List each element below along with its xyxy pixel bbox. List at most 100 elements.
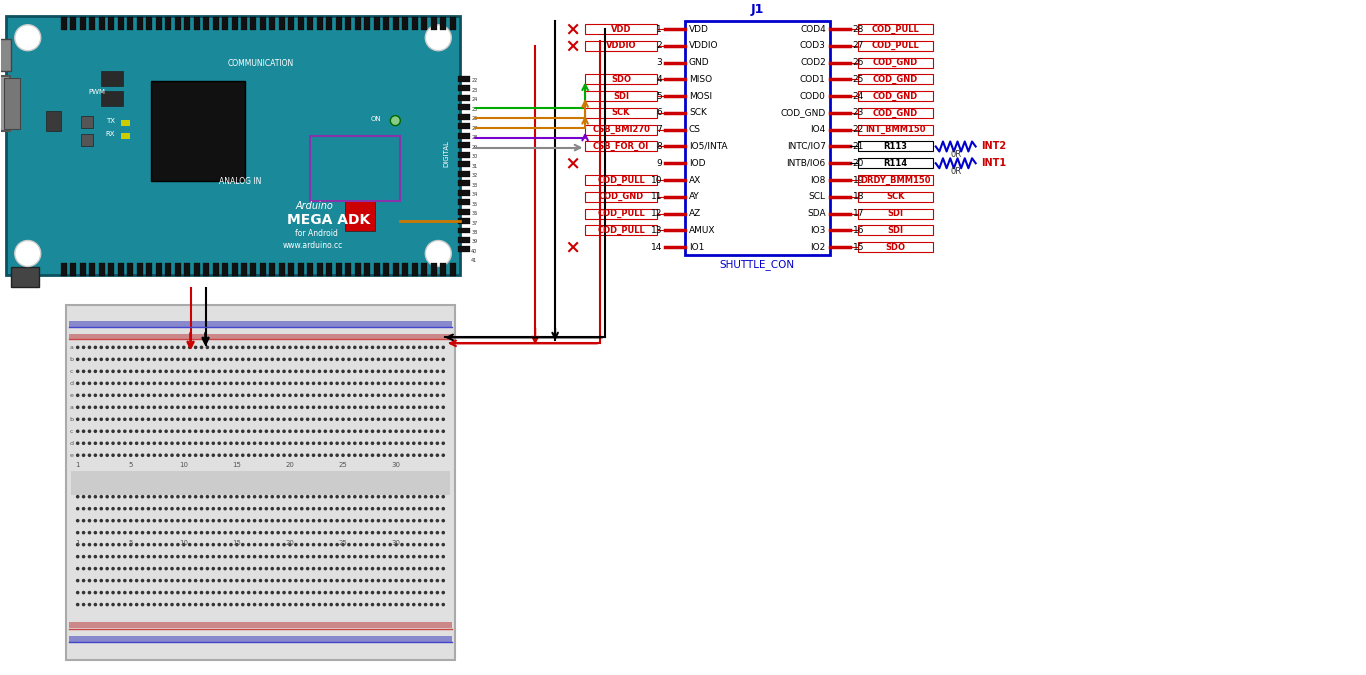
Circle shape — [335, 519, 339, 522]
Circle shape — [253, 406, 257, 409]
Circle shape — [359, 567, 362, 570]
Circle shape — [171, 394, 173, 397]
Circle shape — [240, 543, 245, 547]
Circle shape — [87, 394, 92, 397]
Circle shape — [229, 555, 232, 558]
Circle shape — [189, 369, 191, 373]
Circle shape — [87, 358, 92, 361]
Circle shape — [194, 369, 198, 373]
Circle shape — [311, 429, 316, 433]
Circle shape — [406, 543, 410, 547]
Circle shape — [128, 507, 133, 510]
Circle shape — [146, 495, 150, 499]
Circle shape — [206, 507, 209, 510]
Bar — [156, 17, 161, 30]
Circle shape — [329, 406, 333, 409]
Circle shape — [176, 454, 180, 457]
Circle shape — [441, 591, 445, 595]
Bar — [204, 17, 209, 30]
Bar — [458, 85, 470, 91]
Circle shape — [194, 567, 198, 570]
Circle shape — [206, 406, 209, 409]
Circle shape — [117, 454, 120, 457]
Circle shape — [301, 603, 303, 606]
Circle shape — [199, 543, 204, 547]
Circle shape — [253, 454, 257, 457]
Circle shape — [253, 358, 257, 361]
Circle shape — [223, 418, 227, 421]
Circle shape — [217, 519, 221, 522]
Circle shape — [76, 418, 79, 421]
Circle shape — [182, 567, 186, 570]
Bar — [66, 305, 455, 660]
Circle shape — [146, 567, 150, 570]
Circle shape — [395, 519, 398, 522]
Circle shape — [306, 358, 310, 361]
Bar — [89, 263, 96, 277]
Circle shape — [370, 495, 374, 499]
Bar — [403, 17, 408, 30]
Circle shape — [413, 555, 415, 558]
Circle shape — [423, 495, 428, 499]
Circle shape — [199, 555, 204, 558]
Circle shape — [400, 418, 404, 421]
Circle shape — [430, 429, 433, 433]
Circle shape — [324, 543, 326, 547]
Circle shape — [311, 507, 316, 510]
Circle shape — [423, 555, 428, 558]
Bar — [365, 17, 370, 30]
Circle shape — [377, 531, 380, 535]
Circle shape — [141, 358, 145, 361]
Bar — [194, 263, 199, 277]
Circle shape — [212, 441, 214, 445]
Circle shape — [288, 555, 292, 558]
Circle shape — [430, 531, 433, 535]
Circle shape — [311, 394, 316, 397]
Circle shape — [206, 495, 209, 499]
Circle shape — [153, 418, 156, 421]
Circle shape — [82, 441, 86, 445]
Circle shape — [370, 429, 374, 433]
Circle shape — [430, 507, 433, 510]
Circle shape — [365, 429, 369, 433]
Text: 28: 28 — [471, 135, 477, 140]
Circle shape — [141, 578, 145, 583]
Circle shape — [212, 531, 214, 535]
Circle shape — [100, 543, 102, 547]
Bar — [45, 111, 60, 131]
Circle shape — [212, 567, 214, 570]
Circle shape — [395, 454, 398, 457]
Bar — [165, 17, 171, 30]
Circle shape — [258, 578, 262, 583]
Circle shape — [146, 507, 150, 510]
Circle shape — [283, 507, 285, 510]
Bar — [585, 209, 657, 219]
Circle shape — [76, 591, 79, 595]
Circle shape — [388, 418, 392, 421]
Circle shape — [425, 25, 451, 51]
Circle shape — [158, 441, 163, 445]
Circle shape — [128, 555, 133, 558]
Circle shape — [206, 429, 209, 433]
Circle shape — [223, 591, 227, 595]
Bar — [458, 113, 470, 119]
Circle shape — [406, 381, 410, 385]
Circle shape — [182, 543, 186, 547]
Circle shape — [123, 381, 127, 385]
Circle shape — [253, 369, 257, 373]
Circle shape — [329, 591, 333, 595]
Circle shape — [329, 441, 333, 445]
Circle shape — [123, 567, 127, 570]
Text: 3: 3 — [656, 58, 663, 67]
Text: DIGITAL: DIGITAL — [443, 140, 449, 167]
Circle shape — [324, 603, 326, 606]
Circle shape — [94, 369, 97, 373]
Bar — [858, 108, 933, 118]
Circle shape — [235, 406, 239, 409]
Circle shape — [406, 346, 410, 349]
Circle shape — [94, 429, 97, 433]
Circle shape — [117, 591, 120, 595]
Circle shape — [105, 429, 109, 433]
Circle shape — [158, 519, 163, 522]
Circle shape — [395, 406, 398, 409]
